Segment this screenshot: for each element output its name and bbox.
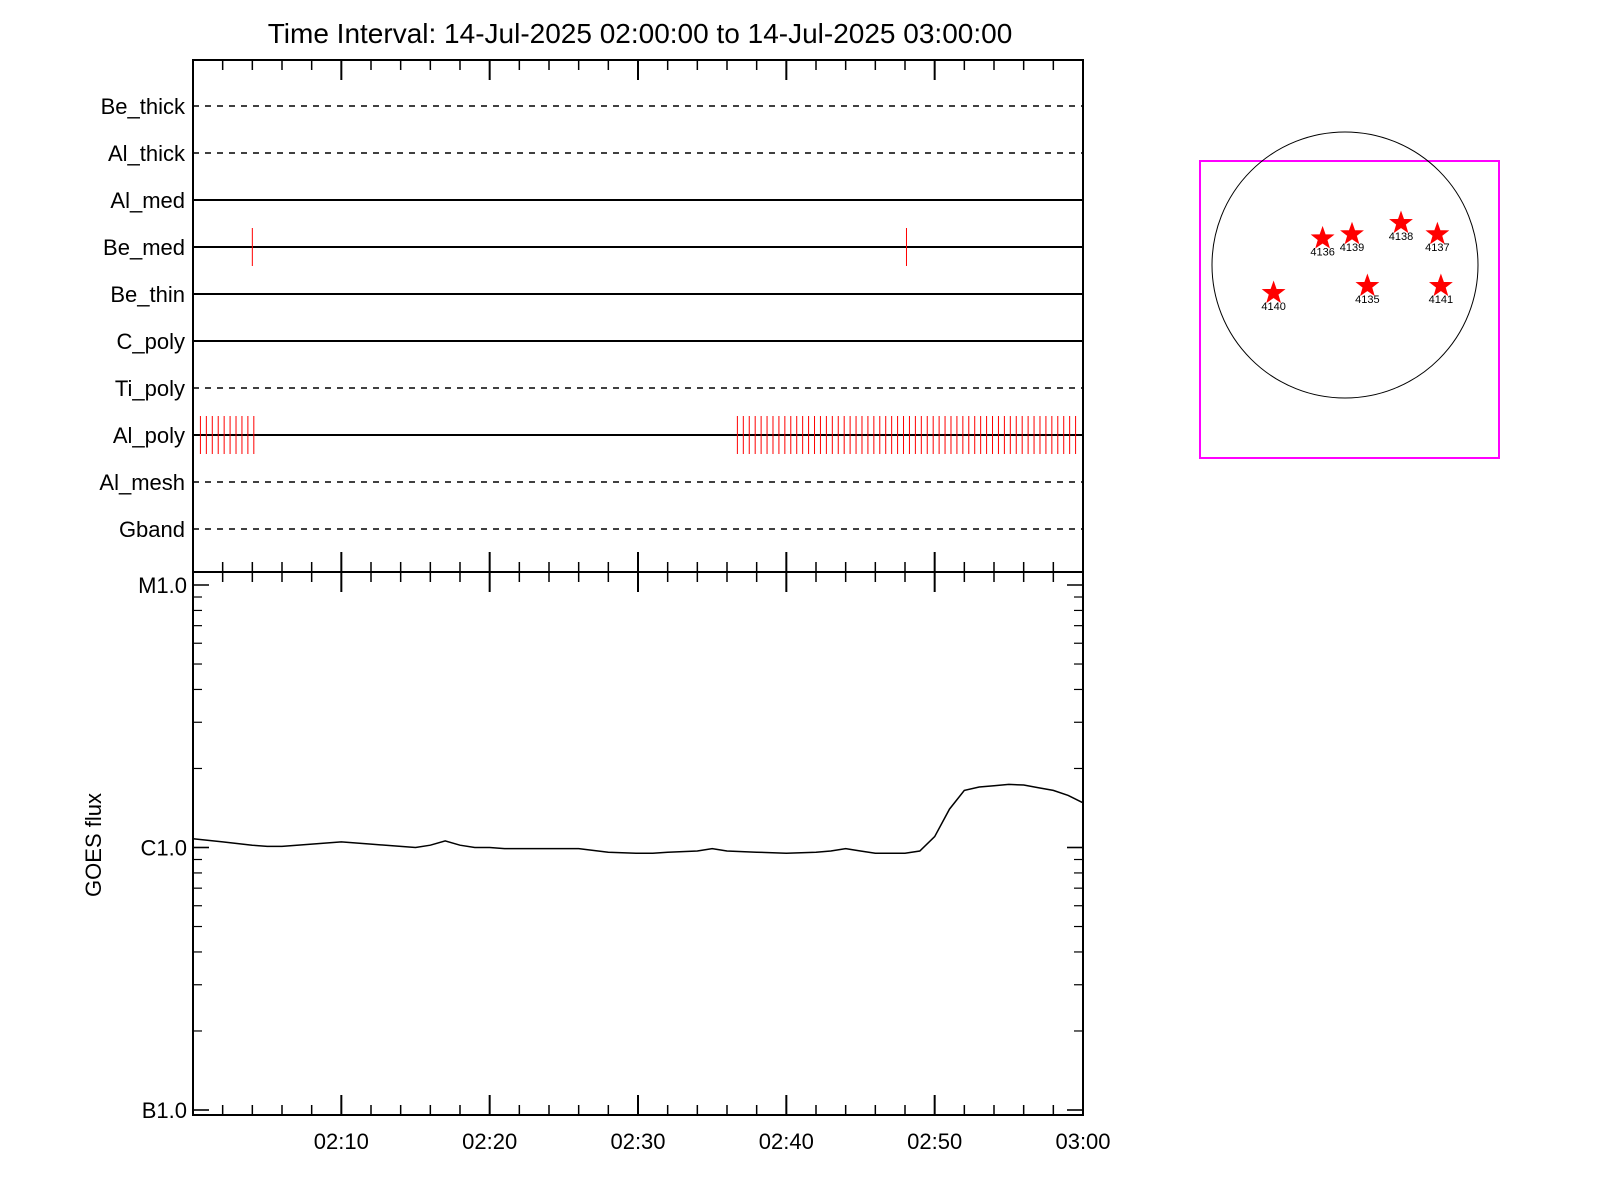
goes-x-tick-label: 02:20 <box>462 1129 517 1154</box>
goes-y-axis-label: GOES flux <box>81 793 106 897</box>
filter-rows: Be_thick Al_thick Al_med Be_med Be_thin C_pol… <box>99 94 1083 542</box>
goes-y-tick-label: C1.0 <box>141 836 187 861</box>
filter-row-label: Al_mesh <box>99 470 185 495</box>
goes-y-axis: M1.0 C1.0 B1.0 <box>138 573 1083 1123</box>
region-label: 4135 <box>1355 294 1379 306</box>
filter-row-label: C_poly <box>117 329 185 354</box>
fov-box <box>1199 160 1500 459</box>
solar-disk-map: 4136 4139 4138 4137 4140 4135 4141 <box>1199 131 1500 459</box>
filter-row-label: Be_thick <box>101 94 186 119</box>
region-star-marker <box>1428 273 1453 297</box>
region-label: 4139 <box>1340 242 1364 254</box>
region-star-marker <box>1389 210 1413 234</box>
filter-timeline-panel: Be_thick Al_thick Al_med Be_med Be_thin C_pol… <box>99 59 1084 573</box>
filter-row-label: Al_poly <box>113 423 185 448</box>
region-star-marker <box>1355 273 1380 297</box>
goes-flux-panel: M1.0 C1.0 B1.0 02:10 02:20 02:30 02:40 02:50 03… <box>81 571 1111 1154</box>
filter-row-label: Ti_poly <box>115 376 185 401</box>
region-star-marker <box>1340 221 1364 245</box>
figure-title: Time Interval: 14-Jul-2025 02:00:00 to 1… <box>268 18 1013 49</box>
goes-x-axis: 02:10 02:20 02:30 02:40 02:50 03:00 <box>192 572 1111 1154</box>
region-label: 4138 <box>1389 231 1413 243</box>
region-label: 4141 <box>1429 294 1453 306</box>
region-star-marker <box>1425 221 1450 245</box>
filter-panel-time-ticks <box>192 60 1084 572</box>
filter-row-label: Al_thick <box>108 141 186 166</box>
region-star-marker <box>1261 280 1286 304</box>
goes-y-tick-label: M1.0 <box>138 573 187 598</box>
active-regions: 4136 4139 4138 4137 4140 4135 4141 <box>1261 210 1453 313</box>
goes-x-tick-label: 02:40 <box>759 1129 814 1154</box>
goes-x-tick-label: 02:10 <box>314 1129 369 1154</box>
goes-x-tick-label: 02:30 <box>610 1129 665 1154</box>
filter-row-label: Al_med <box>110 188 185 213</box>
goes-y-tick-label: B1.0 <box>142 1098 187 1123</box>
filter-row-label: Be_med <box>103 235 185 260</box>
solar-disk-outline <box>1211 131 1479 399</box>
filter-panel-frame <box>192 59 1084 573</box>
goes-x-tick-label: 02:50 <box>907 1129 962 1154</box>
region-label: 4140 <box>1261 301 1285 313</box>
region-label: 4137 <box>1425 242 1449 254</box>
filter-row-label: Gband <box>119 517 185 542</box>
goes-flux-line <box>192 783 1084 855</box>
region-star-marker <box>1310 225 1335 249</box>
goes-x-tick-label: 03:00 <box>1055 1129 1110 1154</box>
region-label: 4136 <box>1310 246 1334 258</box>
filter-row-label: Be_thin <box>110 282 185 307</box>
